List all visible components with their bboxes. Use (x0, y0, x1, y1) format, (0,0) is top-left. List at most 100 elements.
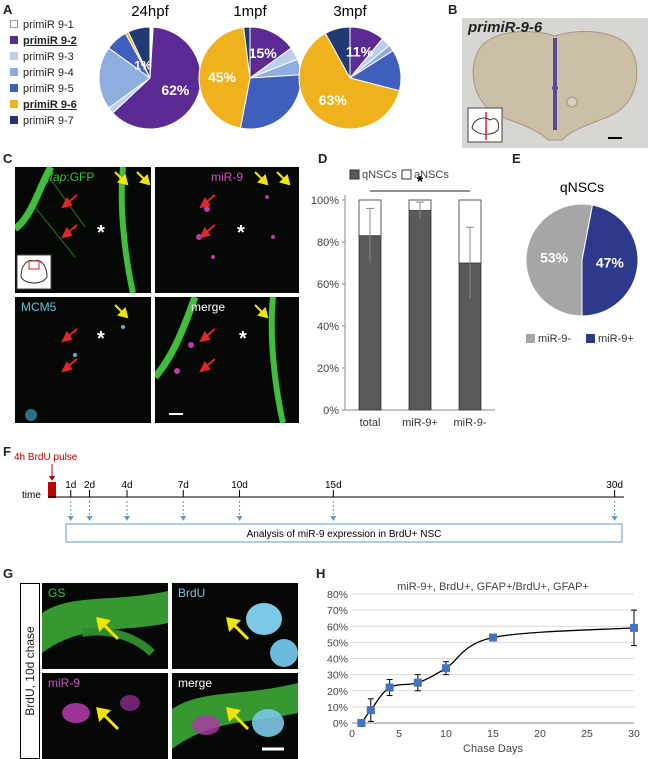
panel-label-c: C (3, 151, 13, 166)
scale-bar (169, 413, 183, 415)
legend-item: primiR 9-4 (10, 66, 74, 81)
legend-swatch (10, 100, 18, 109)
micrograph-merge: merge * (155, 297, 299, 423)
bar-qnscs (408, 210, 432, 411)
yellow-arrow-head (117, 174, 129, 186)
pulse-block (48, 482, 56, 498)
legend-item: primiR 9-1 (10, 18, 74, 33)
legend-swatch (10, 116, 18, 125)
in-situ-title: primiR-9-6 (468, 19, 543, 36)
analysis-arrow-head (330, 516, 337, 521)
pie-slice (112, 26, 202, 130)
y-tick-label: 0% (323, 405, 339, 417)
pie-data-label: 1% (134, 58, 152, 72)
y-tick-label: 70% (327, 605, 348, 617)
analysis-box-label: Analysis of miR-9 expression in BrdU+ NS… (247, 529, 442, 540)
red-arrow-head (199, 227, 211, 239)
stacked-bar-chart: 0% 20% 40% 60% 80% 100% qNSCs aNSCs total miR-9+ m… (311, 169, 495, 429)
legend-swatch (10, 52, 18, 61)
pie-slice (324, 26, 351, 79)
panel-label-a: A (3, 2, 13, 17)
panel-label-g: G (3, 566, 14, 581)
pie-data-label: 62% (161, 82, 190, 98)
legend-swatch-qnscs (349, 169, 360, 180)
x-tick-label: 10 (440, 728, 452, 740)
analysis-arrow-head (180, 516, 187, 521)
pie-charts-a: 24hpf 62% 1% 1mpf 15% 45% 3mpf 11% 63% (98, 3, 402, 130)
qnsc-pie-data-label: 53% (540, 249, 569, 265)
legend-label-mir9-neg: miR-9- (538, 333, 571, 345)
chase-side-label: BrdU, 10d chase (23, 626, 37, 716)
pie-data-label: 11% (346, 44, 374, 60)
qnsc-pie-slice (581, 204, 639, 317)
pie-data-label: 63% (319, 92, 348, 108)
legend-item: primiR 9-6 (10, 98, 77, 113)
y-tick-label: 100% (311, 195, 339, 207)
pie-title: 1mpf (233, 3, 267, 20)
brain-section-drawing (467, 31, 638, 143)
x-tick-label: total (360, 417, 381, 429)
red-arrow-head (61, 197, 73, 209)
red-arrow-head (199, 197, 211, 209)
data-point (357, 719, 366, 727)
x-tick-label: 5 (396, 728, 402, 740)
red-arrow-head (61, 331, 73, 343)
brdu-pulse-label: 4h BrdU pulse (14, 452, 78, 463)
micrograph-gfap: gfap:GFP * (15, 167, 151, 293)
micrograph-mir9: miR-9 * (155, 167, 299, 293)
brain-in-situ-image: primiR-9-6 (462, 18, 648, 148)
micrograph-mcm5: MCM5 * (15, 297, 151, 423)
y-tick-label: 30% (327, 670, 348, 682)
day-label: 10d (231, 480, 248, 491)
yellow-arrow-head (279, 174, 291, 186)
legend-item: primiR 9-3 (10, 50, 74, 65)
legend-item: primiR 9-5 (10, 82, 74, 97)
legend-swatch (10, 84, 18, 93)
pulse-arrow-head (49, 476, 55, 481)
pie-legend: primiR 9-1 primiR 9-2 primiR 9-3 primiR … (10, 18, 100, 133)
day-label: 30d (606, 480, 623, 491)
panel-label-d: D (318, 151, 328, 166)
y-tick-label: 20% (327, 686, 348, 698)
x-axis-label: Chase Days (463, 743, 523, 755)
significance-star: * (417, 174, 424, 191)
pie-slice (98, 47, 151, 109)
arrow-overlay (61, 171, 291, 373)
gfp-label: :GFP (66, 170, 95, 184)
legend-swatch-anscs (401, 169, 412, 180)
asterisk: * (237, 222, 245, 244)
panel-label-f: F (3, 444, 11, 459)
g-merge-label: merge (178, 676, 213, 690)
qnsc-pie-data-label: 47% (596, 255, 625, 271)
data-point (413, 678, 422, 687)
panel-label-e: E (512, 151, 521, 166)
data-point (630, 623, 638, 632)
red-arrow-head (199, 361, 211, 373)
y-tick-label: 80% (327, 589, 348, 601)
data-point (489, 633, 497, 642)
red-arrow-head (61, 361, 73, 373)
x-tick-label: miR-9+ (402, 417, 438, 429)
pie-slice (249, 26, 292, 79)
analysis-arrow-head (67, 516, 74, 521)
pie-data-label: 15% (249, 45, 278, 61)
day-label: 15d (325, 480, 342, 491)
red-arrow-head (61, 227, 73, 239)
panel-label-b: B (448, 2, 458, 17)
day-label: 1d (65, 480, 76, 491)
gs-label: GS (48, 586, 66, 600)
yellow-arrow-head (117, 307, 129, 319)
data-point (366, 706, 375, 715)
mcm5-label: MCM5 (21, 300, 57, 314)
y-tick-label: 0% (333, 718, 348, 730)
g-mir9-label: miR-9 (48, 676, 80, 690)
y-tick-label: 20% (317, 363, 339, 375)
legend-swatch-mir9-pos (586, 334, 595, 343)
pie-slice (198, 26, 251, 129)
brain-schematic-icon (467, 107, 503, 143)
line-chart-title: miR-9+, BrdU+, GFAP+/BrdU+, GFAP+ (397, 581, 589, 593)
legend-swatch (10, 68, 18, 77)
brdu-label: BrdU (178, 586, 206, 600)
legend-swatch (10, 36, 18, 45)
legend-label-qnscs: qNSCs (362, 169, 397, 181)
